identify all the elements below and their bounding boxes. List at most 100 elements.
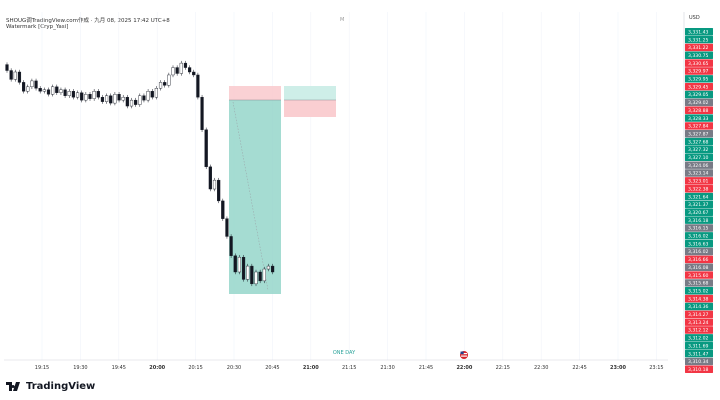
price-tag [685,200,713,209]
price-tag-label: 3,321.64 [688,194,709,200]
price-tag [685,43,713,52]
price-tag [685,67,713,75]
x-tick-label: 19:15 [35,365,49,371]
x-tick-label: 20:00 [149,365,165,371]
price-tag-label: 3,316.18 [688,218,709,224]
x-tick-label: 20:30 [227,365,241,371]
price-tag-label: 3,323.01 [688,179,709,185]
price-tag [685,279,713,287]
trend-dashed-line [232,101,269,291]
candle-body [217,179,221,202]
stop-zone-upper [229,86,281,100]
price-tag-label: 3,316.02 [688,249,709,255]
x-tick-label: 22:15 [496,365,510,371]
price-tag [685,239,713,248]
price-tag-label: 3,321.37 [688,202,709,208]
candle-body [254,271,258,285]
price-tag [685,153,713,162]
candle-body [38,88,42,92]
price-tag [685,130,713,138]
price-tag [685,318,713,326]
price-tag [685,114,713,122]
candle-body [146,91,150,101]
x-tick-label: 21:00 [303,365,319,371]
price-tag [685,28,713,36]
candle-body [271,265,275,273]
x-tick-label: 22:45 [572,365,586,371]
candle-body [175,67,179,74]
price-tag [685,357,713,366]
price-tag [685,82,713,91]
price-tag-label: 3,316.08 [688,265,709,271]
price-tag [685,185,713,193]
price-tag-label: 3,312.12 [688,328,709,334]
x-tick-label: 21:30 [380,365,394,371]
x-tick-label: 22:30 [534,365,548,371]
candle-body [84,94,88,101]
price-tag-label: 3,313.24 [688,320,709,326]
candle-body [167,74,171,86]
x-tick-label: 19:45 [112,365,126,371]
us-flag-stripe [461,353,467,355]
price-tag [685,224,713,232]
price-tag-label: 3,328.88 [688,108,709,114]
candle-body [129,99,134,107]
candle-body [262,268,266,282]
price-tag [685,232,713,240]
candle-body [67,91,71,96]
price-tag-label: 3,327.32 [688,147,709,153]
position-zones[interactable] [229,86,336,294]
candle-body [63,89,67,96]
candle-body [96,91,100,98]
candle-body [109,95,113,104]
price-tag [685,122,713,130]
x-tick-label: 21:15 [342,365,356,371]
price-tag [685,263,713,271]
price-tag [685,145,713,154]
price-tag-label: 3,316.66 [688,257,709,263]
price-tag [685,334,713,342]
candle-body [258,271,262,282]
candle-body [9,70,13,80]
price-tag [685,342,713,350]
candle-body [34,80,38,89]
target-zone [229,100,281,294]
grid-lines [41,12,657,360]
candle-body [233,255,237,273]
candle-body [192,71,196,76]
price-tag [685,271,713,279]
candle-body [30,80,34,88]
candle-body [208,166,212,190]
price-tag-label: 3,329.95 [688,77,709,83]
price-tag-label: 3,329.45 [688,84,709,90]
currency-label: USD [689,15,700,21]
price-tag-label: 3,312.02 [688,336,709,342]
candle-body [59,89,63,93]
candle-body [183,62,188,68]
price-tag [685,247,713,256]
candle-body [171,67,175,76]
brand-name: TradingView [26,381,96,392]
price-tag-label: 3,331.43 [688,29,709,35]
us-flag-stripe [461,355,467,357]
price-tag-label: 3,322.38 [688,186,709,192]
price-axis[interactable]: 3,331.43 3,331.25 3,331.22 3,330.75 3,330.65… [685,28,713,373]
tradingview-brand[interactable]: TradingView [6,381,95,392]
candle-body [42,89,46,92]
candle-body [212,179,217,190]
price-tag [685,51,713,59]
price-tag-label: 3,327.10 [688,155,709,161]
candle-body [75,92,80,98]
x-tick-label: 20:45 [265,365,279,371]
candle-body [154,88,158,98]
tradingview-logo-icon [6,382,20,391]
price-tag [685,255,713,264]
price-tag-label: 3,328.33 [688,116,709,122]
price-tag-label: 3,327.87 [688,131,709,137]
candle-body [104,95,109,102]
candle-body [158,82,163,89]
candle-body [241,256,246,280]
price-tag [685,169,713,177]
candle-body [142,95,146,101]
